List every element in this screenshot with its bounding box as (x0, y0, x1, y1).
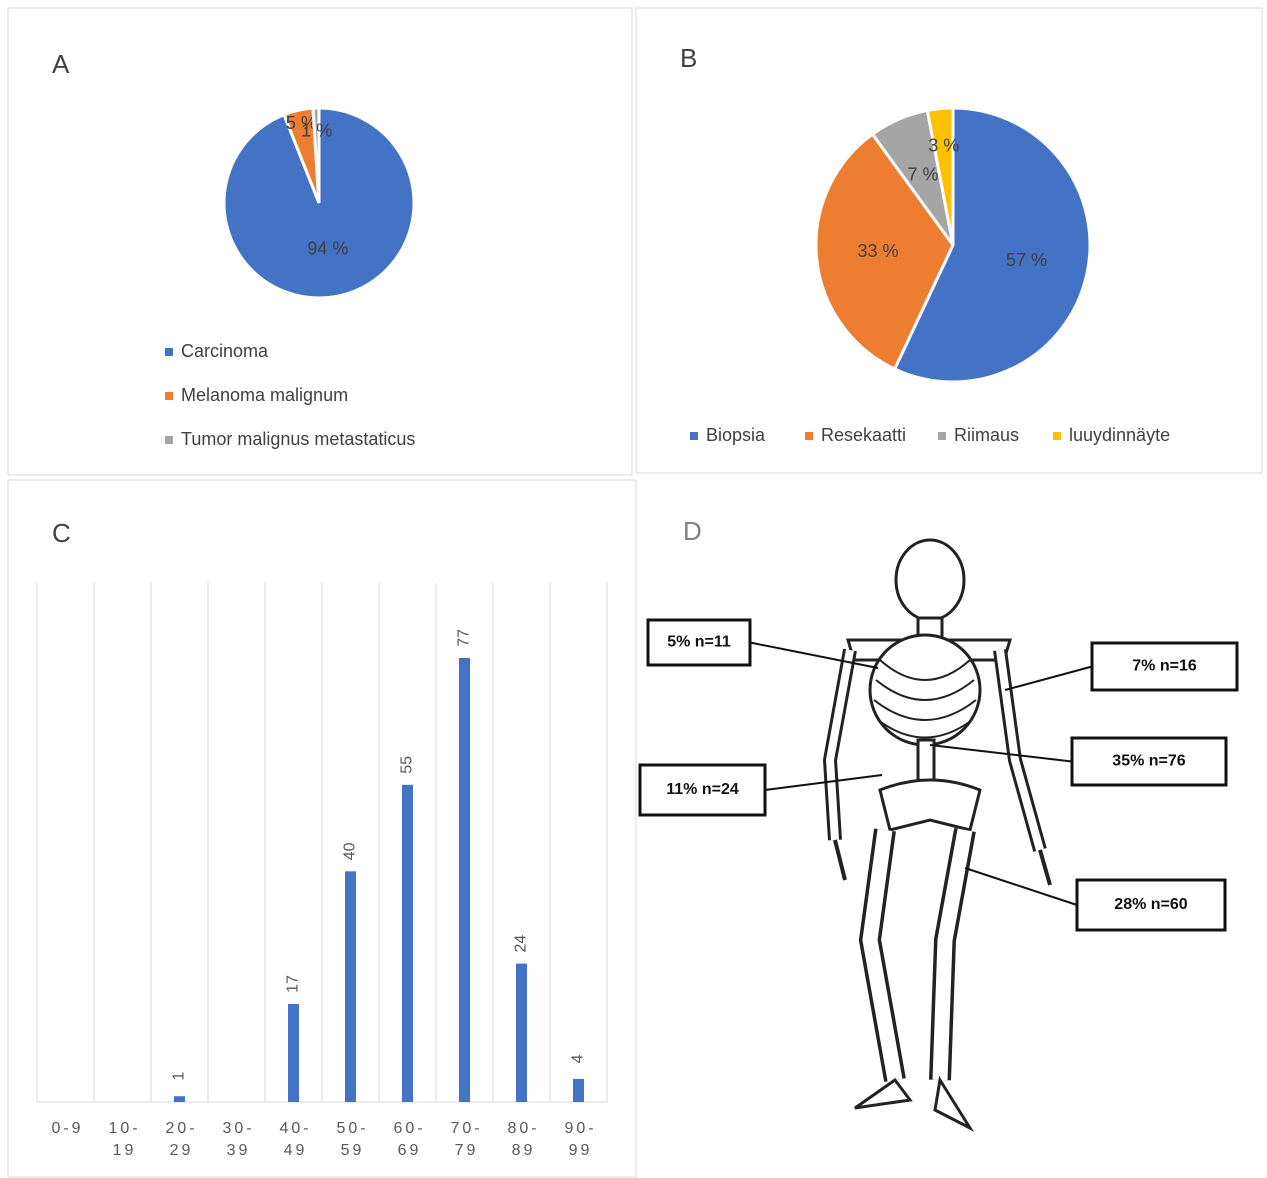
x-tick-label: 50-59 (331, 1118, 375, 1162)
x-tick-label: 30-39 (217, 1118, 261, 1162)
chart: D A94 %5 %1 %CarcinomaMelanoma malignumT… (0, 0, 1267, 1178)
x-tick-label: 70-79 (445, 1118, 489, 1162)
data-label: 4 (570, 1054, 587, 1063)
legend-label: Melanoma malignum (181, 385, 348, 405)
region-label: 35% n=76 (1112, 753, 1185, 770)
data-label: 1 % (301, 121, 332, 141)
data-label: 1 (171, 1072, 188, 1081)
data-label: 17 (285, 975, 302, 993)
data-label: 24 (513, 935, 530, 953)
bar (288, 1004, 299, 1102)
legend-marker (805, 432, 813, 440)
x-tick-label: 10-19 (103, 1118, 147, 1162)
x-tick-label: 0-9 (46, 1118, 90, 1140)
bar (459, 658, 470, 1102)
data-label: 40 (342, 842, 359, 860)
figure: D A94 %5 %1 %CarcinomaMelanoma malignumT… (0, 0, 1267, 1178)
bar (516, 964, 527, 1102)
bar (573, 1079, 584, 1102)
x-tick-label: 40-49 (274, 1118, 318, 1162)
bar (402, 785, 413, 1102)
legend-marker (938, 432, 946, 440)
region-label: 11% n=24 (666, 781, 739, 798)
region-label: 7% n=16 (1132, 658, 1197, 675)
legend-label: Carcinoma (181, 341, 269, 361)
leader-line (965, 868, 1077, 905)
x-tick-label: 20-29 (160, 1118, 204, 1162)
data-label: 33 % (857, 241, 898, 261)
legend-marker (1053, 432, 1061, 440)
data-label: 55 (399, 756, 416, 774)
panel-title: B (680, 43, 697, 73)
data-label: 7 % (908, 165, 939, 185)
leader-line (930, 745, 1072, 762)
x-tick-label: 60-69 (388, 1118, 432, 1162)
legend-marker (165, 348, 173, 356)
bar (345, 871, 356, 1102)
data-label: 3 % (928, 136, 959, 156)
leader-line (765, 775, 882, 790)
data-label: 77 (456, 629, 473, 647)
region-label: 28% n=60 (1114, 896, 1187, 913)
legend-marker (165, 436, 173, 444)
legend-label: Resekaatti (821, 425, 906, 445)
bar (174, 1096, 185, 1102)
x-tick-label: 90-99 (559, 1118, 603, 1162)
legend-label: Riimaus (954, 425, 1019, 445)
legend-marker (690, 432, 698, 440)
panel-title: A (52, 49, 70, 79)
x-tick-label: 80-89 (502, 1118, 546, 1162)
data-label: 94 % (307, 238, 348, 258)
skeleton (830, 540, 1050, 1128)
data-label: 57 % (1006, 250, 1047, 270)
legend-label: luuydinnäyte (1069, 425, 1170, 445)
leader-line (1005, 667, 1092, 691)
panel-title: C (52, 518, 71, 548)
panel-title: D (683, 516, 702, 546)
legend-label: Tumor malignus metastaticus (181, 429, 415, 449)
legend-label: Biopsia (706, 425, 766, 445)
region-label: 5% n=11 (667, 634, 731, 651)
legend-marker (165, 392, 173, 400)
